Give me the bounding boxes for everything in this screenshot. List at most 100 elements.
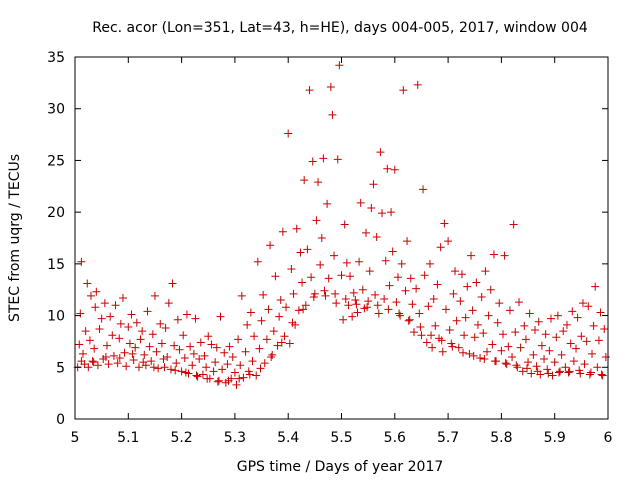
data-point: [108, 331, 117, 340]
data-point: [245, 370, 254, 379]
data-point: [404, 316, 413, 325]
data-point: [441, 305, 450, 314]
data-point: [278, 227, 287, 236]
data-point: [390, 165, 399, 174]
data-point: [179, 331, 188, 340]
data-point: [518, 367, 527, 376]
y-tick-label: 15: [47, 257, 65, 273]
data-point: [289, 289, 298, 298]
data-point: [346, 272, 355, 281]
data-point: [317, 234, 326, 242]
data-point: [415, 309, 424, 318]
data-point: [228, 352, 237, 361]
data-point: [544, 369, 553, 378]
data-point: [266, 241, 275, 250]
data-point: [596, 308, 605, 317]
data-point: [589, 321, 598, 330]
data-point: [230, 368, 239, 377]
data-point: [207, 340, 216, 349]
data-point: [484, 311, 493, 320]
data-point: [511, 328, 520, 337]
data-point: [330, 251, 339, 260]
data-point: [321, 291, 330, 300]
data-point: [116, 319, 125, 328]
data-point: [328, 110, 337, 119]
data-point: [246, 308, 255, 317]
data-point: [271, 272, 280, 281]
data-point: [476, 353, 485, 362]
y-tick-label: 5: [56, 360, 65, 376]
data-point: [550, 358, 559, 367]
data-point: [557, 350, 566, 359]
data-point: [191, 314, 200, 323]
data-point: [294, 306, 303, 315]
data-point: [180, 353, 189, 362]
data-point: [192, 371, 201, 380]
data-point: [505, 306, 514, 315]
data-point: [367, 204, 376, 213]
data-point: [109, 351, 118, 360]
x-tick-label: 5.1: [117, 430, 139, 446]
data-point: [260, 359, 269, 368]
data-point: [149, 363, 158, 372]
data-point: [324, 274, 333, 283]
data-point: [582, 337, 591, 346]
data-point: [365, 267, 374, 276]
data-point: [585, 370, 594, 379]
data-point: [188, 361, 197, 370]
data-point: [527, 369, 536, 378]
data-point: [352, 300, 361, 309]
data-point: [580, 360, 589, 369]
data-point: [156, 319, 165, 328]
x-tick-label: 5.9: [544, 430, 566, 446]
data-point: [417, 331, 426, 340]
data-point: [202, 363, 211, 372]
data-point: [363, 303, 372, 312]
data-point: [600, 325, 609, 334]
data-point: [524, 358, 533, 367]
data-point: [372, 232, 381, 241]
y-axis-label: STEC from uqrg / TECUs: [7, 154, 23, 322]
data-point: [378, 209, 387, 218]
data-point: [480, 355, 489, 364]
data-point: [104, 360, 113, 369]
y-tick-label: 30: [47, 102, 65, 118]
data-point: [385, 281, 394, 290]
data-point: [470, 333, 479, 342]
x-axis-label: GPS time / Days of year 2017: [237, 459, 444, 475]
data-point: [553, 311, 562, 320]
y-tick-label: 25: [47, 153, 65, 169]
data-point: [341, 295, 350, 304]
data-point: [463, 282, 472, 291]
data-point: [301, 301, 310, 310]
data-point: [154, 364, 163, 373]
data-point: [127, 310, 136, 319]
data-point: [235, 374, 244, 383]
data-point: [125, 339, 134, 348]
data-point: [486, 285, 495, 294]
data-point: [93, 361, 102, 370]
data-point: [399, 86, 408, 95]
data-point: [239, 373, 248, 382]
data-point: [166, 365, 175, 374]
data-point: [308, 157, 317, 166]
data-point: [234, 335, 243, 344]
x-tick-label: 5.3: [224, 430, 246, 446]
data-point: [416, 322, 425, 331]
data-point: [431, 321, 440, 330]
data-point: [380, 295, 389, 304]
data-point: [383, 164, 392, 173]
data-point: [405, 315, 414, 324]
data-point: [273, 341, 282, 350]
data-point: [147, 357, 156, 366]
x-tick-label: 5.7: [437, 430, 459, 446]
data-point: [262, 335, 271, 344]
data-point: [312, 216, 321, 225]
data-point: [584, 302, 593, 311]
data-point: [387, 208, 396, 217]
data-point: [513, 363, 522, 372]
data-point: [89, 358, 98, 367]
data-point: [248, 357, 257, 366]
data-point: [497, 346, 506, 355]
data-point: [498, 330, 507, 339]
